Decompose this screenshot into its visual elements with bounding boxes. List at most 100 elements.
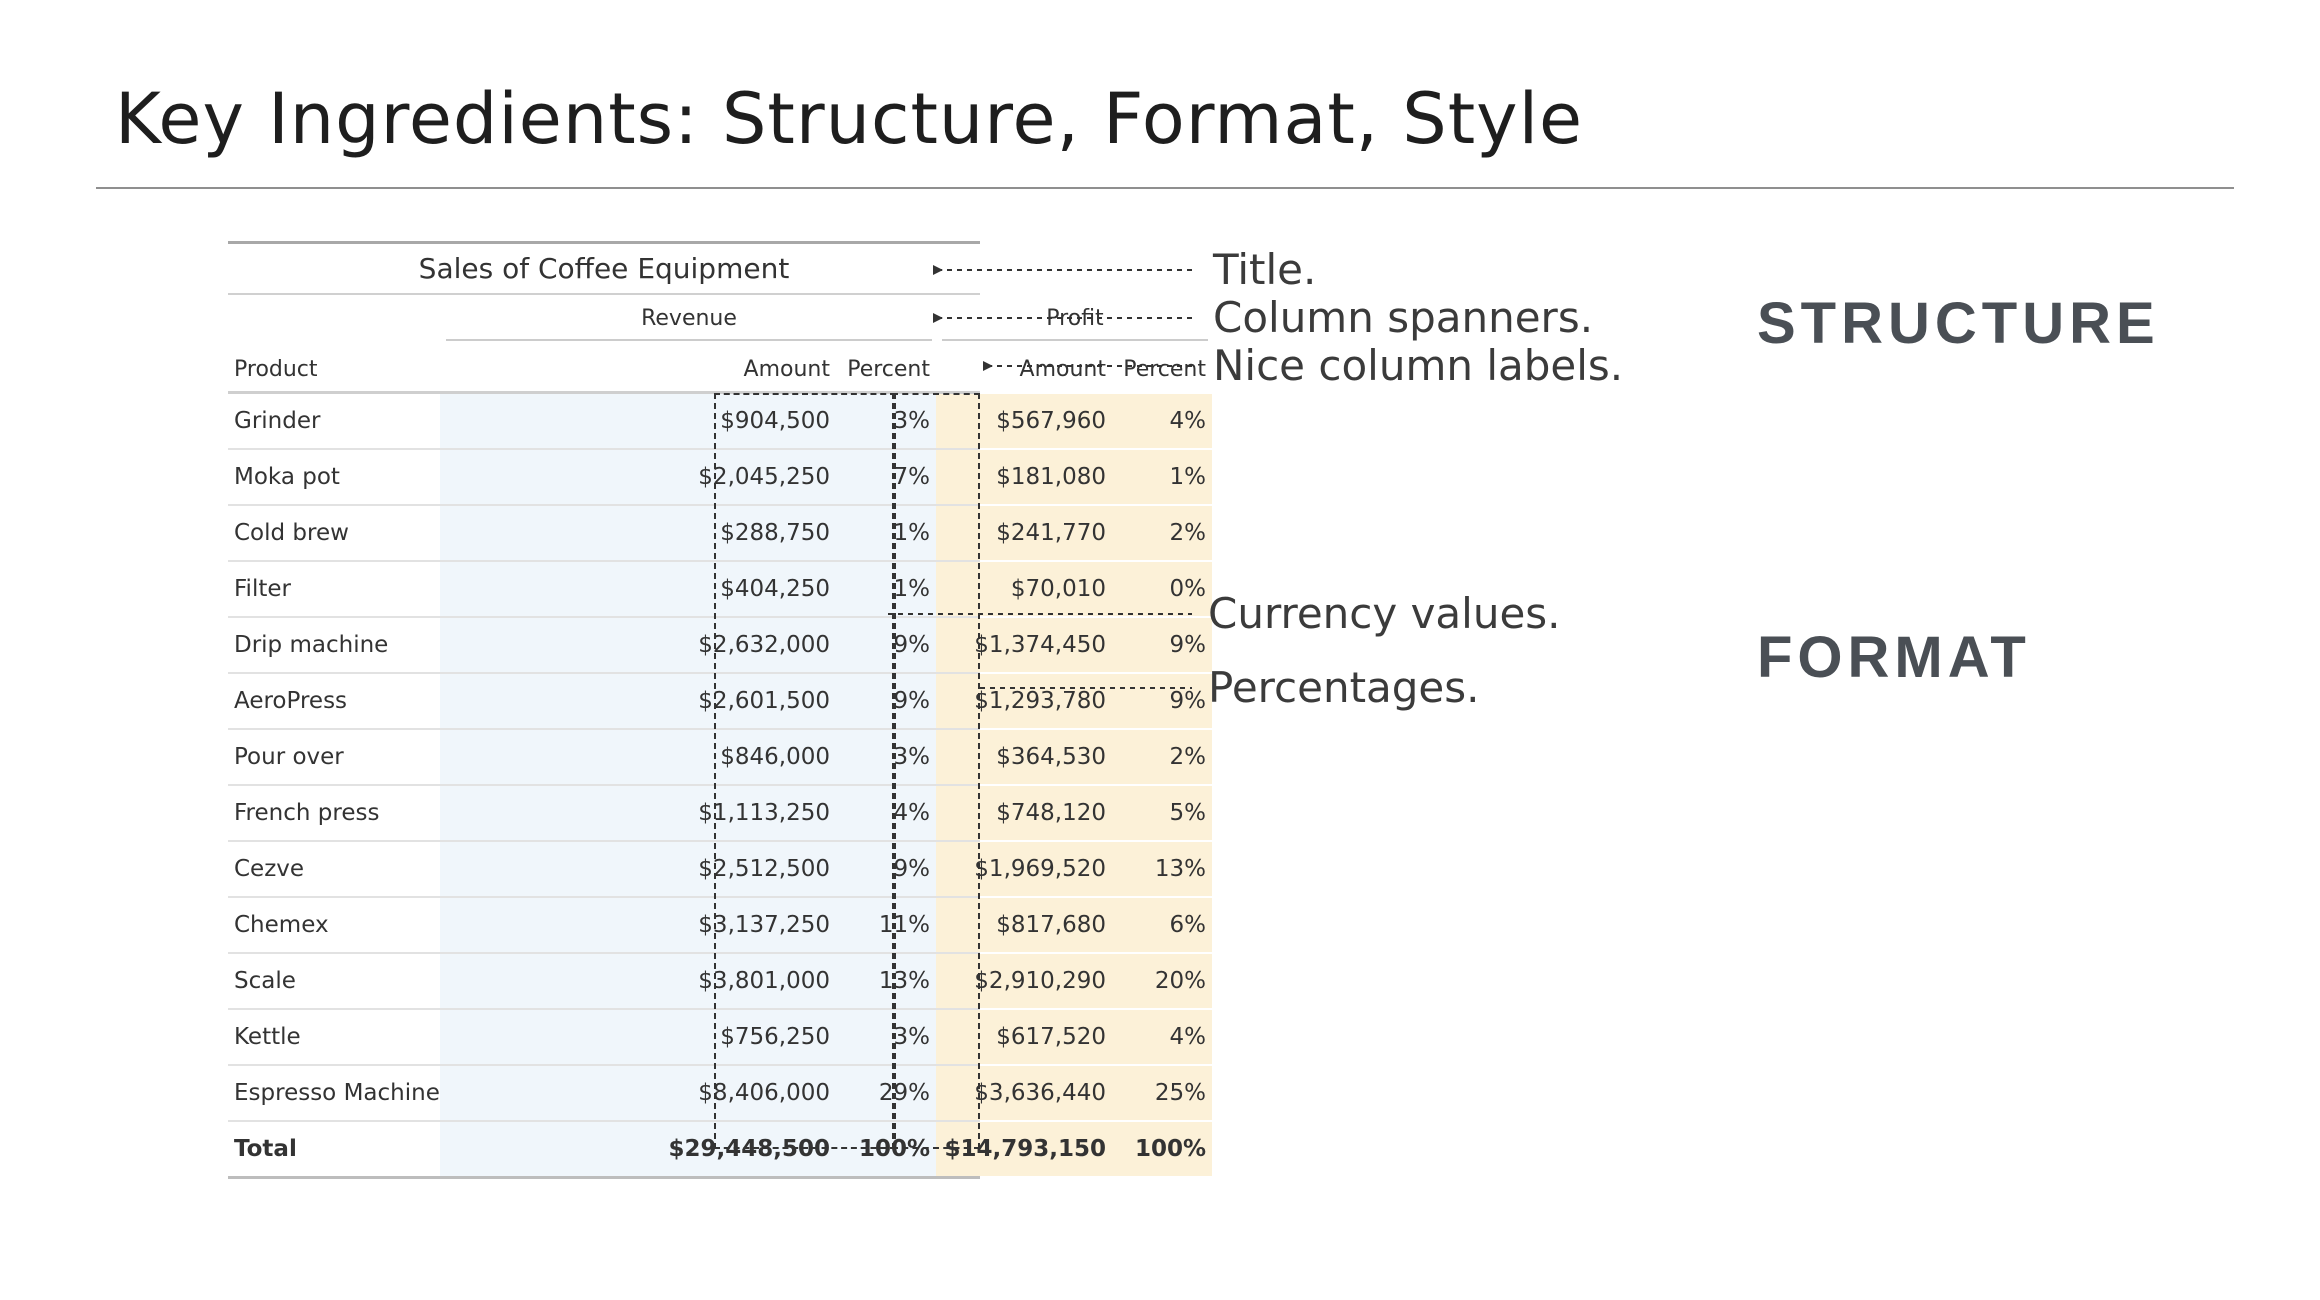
cell-profit-percent: 0% [1112,562,1212,616]
cell-revenue-amount: $756,250 [440,1010,836,1064]
cell-revenue-percent: 7% [836,450,936,504]
table-row: Grinder $904,500 3% $567,960 4% [228,394,1212,450]
table-row: AeroPress $2,601,500 9% $1,293,780 9% [228,674,1212,730]
cell-revenue-amount: $904,500 [440,394,836,448]
cell-product: French press [234,800,380,826]
table-row: Moka pot $2,045,250 7% $181,080 1% [228,450,1212,506]
annotation-currency: Currency values. [1208,589,1561,638]
cell-revenue-percent: 9% [836,842,936,896]
table-row: Espresso Machine $8,406,000 29% $3,636,4… [228,1066,1212,1122]
cell-revenue-amount: $846,000 [440,730,836,784]
cell-revenue-percent: 9% [836,674,936,728]
cell-profit-amount: $617,520 [936,1010,1112,1064]
cell-revenue-percent: 1% [836,506,936,560]
col-label-profit-amount: Amount [1019,356,1106,382]
spanner-row: Revenue Profit [228,295,1208,341]
cell-total-profit-amount: $14,793,150 [936,1122,1112,1176]
section-label-structure: STRUCTURE [1757,291,2160,356]
table-title: Sales of Coffee Equipment [228,241,980,295]
cell-profit-percent: 4% [1112,1010,1212,1064]
cell-revenue-amount: $8,406,000 [440,1066,836,1120]
cell-revenue-amount: $3,801,000 [440,954,836,1008]
cell-product: Moka pot [234,464,340,490]
cell-total-revenue-percent: 100% [836,1122,936,1176]
table-row: French press $1,113,250 4% $748,120 5% [228,786,1212,842]
cell-revenue-amount: $1,113,250 [440,786,836,840]
cell-product: Espresso Machine [234,1080,440,1106]
annotation-labels: Nice column labels. [1213,341,1624,390]
cell-profit-amount: $2,910,290 [936,954,1112,1008]
spanner-revenue-label: Revenue [641,305,737,331]
cell-revenue-amount: $2,512,500 [440,842,836,896]
spanner-profit-label: Profit [1046,305,1104,331]
cell-profit-percent: 20% [1112,954,1212,1008]
cell-profit-amount: $1,374,450 [936,618,1112,672]
cell-profit-amount: $567,960 [936,394,1112,448]
col-label-revenue-percent: Percent [847,356,930,382]
cell-product: Cezve [234,856,305,882]
cell-profit-amount: $1,293,780 [936,674,1112,728]
col-label-revenue-amount: Amount [743,356,830,382]
spanner-revenue-rule [446,339,932,341]
table-row: Filter $404,250 1% $70,010 0% [228,562,1212,618]
cell-profit-amount: $1,969,520 [936,842,1112,896]
col-label-profit-percent: Percent [1123,356,1206,382]
col-label-product: Product [234,356,318,382]
cell-profit-percent: 13% [1112,842,1212,896]
cell-product: Kettle [234,1024,301,1050]
coffee-sales-table: Sales of Coffee Equipment Revenue Profit… [228,241,1212,1179]
cell-profit-percent: 9% [1112,618,1212,672]
cell-profit-percent: 25% [1112,1066,1212,1120]
table-row: Cold brew $288,750 1% $241,770 2% [228,506,1212,562]
cell-revenue-percent: 3% [836,394,936,448]
slide-title: Key Ingredients: Structure, Format, Styl… [115,78,1584,160]
cell-revenue-percent: 29% [836,1066,936,1120]
cell-revenue-amount: $288,750 [440,506,836,560]
cell-product: Grinder [234,408,321,434]
cell-product: Drip machine [234,632,389,658]
annotation-spanners: Column spanners. [1213,293,1594,342]
cell-profit-percent: 4% [1112,394,1212,448]
cell-total-revenue-amount: $29,448,500 [440,1122,836,1176]
cell-profit-amount: $817,680 [936,898,1112,952]
cell-profit-percent: 6% [1112,898,1212,952]
cell-revenue-percent: 9% [836,618,936,672]
cell-product: AeroPress [234,688,348,714]
spanner-profit: Profit [942,295,1208,341]
cell-profit-percent: 2% [1112,730,1212,784]
cell-profit-amount: $3,636,440 [936,1066,1112,1120]
cell-profit-percent: 2% [1112,506,1212,560]
cell-profit-percent: 5% [1112,786,1212,840]
table-row: Drip machine $2,632,000 9% $1,374,450 9% [228,618,1212,674]
cell-profit-amount: $748,120 [936,786,1112,840]
spanner-revenue: Revenue [446,295,932,341]
table-row: Cezve $2,512,500 9% $1,969,520 13% [228,842,1212,898]
table-row: Scale $3,801,000 13% $2,910,290 20% [228,954,1212,1010]
cell-revenue-percent: 1% [836,562,936,616]
table-row: Kettle $756,250 3% $617,520 4% [228,1010,1212,1066]
cell-revenue-amount: $2,045,250 [440,450,836,504]
table-row: Pour over $846,000 3% $364,530 2% [228,730,1212,786]
cell-revenue-amount: $3,137,250 [440,898,836,952]
cell-product: Cold brew [234,520,349,546]
column-labels-row: Product Amount Percent Amount Percent [228,341,1206,394]
cell-revenue-amount: $2,632,000 [440,618,836,672]
title-divider [96,187,2234,189]
cell-revenue-amount: $2,601,500 [440,674,836,728]
annotation-title: Title. [1213,245,1317,294]
cell-revenue-percent: 4% [836,786,936,840]
spanner-profit-rule [942,339,1208,341]
cell-profit-amount: $364,530 [936,730,1112,784]
cell-revenue-percent: 3% [836,730,936,784]
cell-profit-amount: $181,080 [936,450,1112,504]
cell-revenue-percent: 13% [836,954,936,1008]
cell-total-profit-percent: 100% [1112,1122,1212,1176]
table-total-row: Total $29,448,500 100% $14,793,150 100% [228,1122,1212,1179]
cell-profit-percent: 1% [1112,450,1212,504]
cell-revenue-percent: 11% [836,898,936,952]
cell-product: Scale [234,968,296,994]
cell-product: Chemex [234,912,329,938]
cell-profit-amount: $70,010 [936,562,1112,616]
cell-profit-amount: $241,770 [936,506,1112,560]
